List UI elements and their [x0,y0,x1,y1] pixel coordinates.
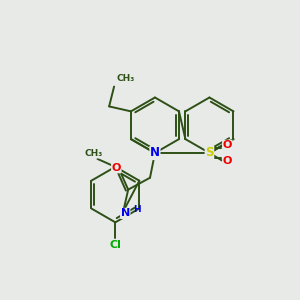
Text: N: N [150,146,160,160]
Text: Cl: Cl [110,240,121,250]
Text: CH₃: CH₃ [116,74,134,82]
Text: O: O [112,163,121,173]
Text: O: O [223,140,232,150]
Text: H: H [133,206,141,214]
Text: CH₃: CH₃ [85,149,103,158]
Text: S: S [205,146,214,160]
Text: N: N [121,208,130,218]
Text: O: O [223,156,232,166]
